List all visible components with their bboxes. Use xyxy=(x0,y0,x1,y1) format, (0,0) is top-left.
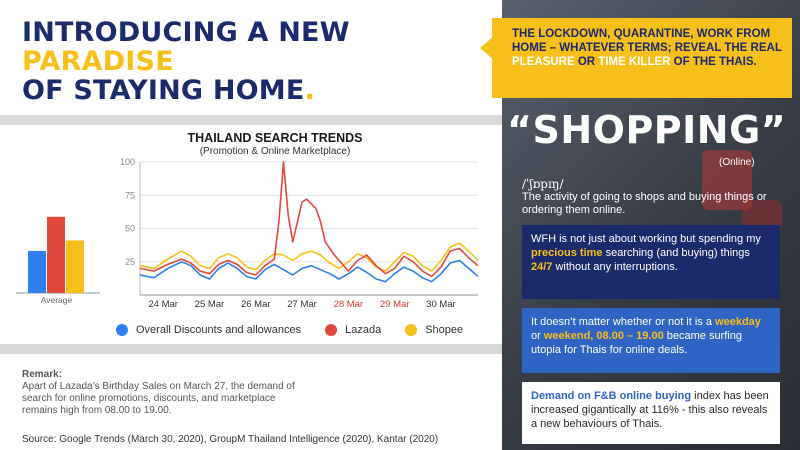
x-tick-label: 27 Mar xyxy=(287,299,317,310)
headline-line3: OF STAYING HOME. xyxy=(22,76,350,105)
headline: INTRODUCING A NEW PARADISE OF STAYING HO… xyxy=(22,18,350,105)
definition-text: The activity of going to shops and buyin… xyxy=(522,191,767,216)
x-tick-label: 24 Mar xyxy=(148,299,178,310)
legend-label-lazada: Lazada xyxy=(345,324,382,336)
weekday-text-2: or xyxy=(531,330,544,342)
y-tick-label: 100 xyxy=(120,157,135,167)
y-tick-label: 75 xyxy=(125,190,135,200)
weekday-text-3: became surfing utopia for Thais for onli… xyxy=(531,330,742,356)
average-bar-chart: Average xyxy=(16,216,100,305)
callout-text-3: OF THE THAIS. xyxy=(670,56,757,68)
y-tick-label: 50 xyxy=(125,224,135,234)
remark-title: Remark: xyxy=(22,369,63,380)
wfh-highlight-1: precious time xyxy=(531,247,603,259)
wfh-text-2: searching (and buying) things xyxy=(602,247,750,259)
legend-dot-lazada xyxy=(325,324,338,336)
callout-text: THE LOCKDOWN, QUARANTINE, WORK FROM HOME… xyxy=(512,27,782,69)
wfh-highlight-2: 24/7 xyxy=(531,261,553,273)
phonetic: /ˈʃɒpɪŋ/ xyxy=(522,177,564,191)
average-bar xyxy=(66,240,84,293)
weekday-highlight-1: weekday xyxy=(715,316,761,328)
headline-dot: . xyxy=(304,75,315,106)
fnb-box: Demand on F&B online buying index has be… xyxy=(522,382,780,444)
average-bar xyxy=(28,250,46,293)
trends-chart: Average 25 50 75 100 24 Mar 25 Mar 26 Mar 27 Ma… xyxy=(16,157,479,310)
source-note: Source: Google Trends (March 30, 2020), … xyxy=(22,434,439,445)
chart-axes: 25 50 75 100 24 Mar 25 Mar 26 Mar 27 Mar 28 Mar 2… xyxy=(120,157,478,310)
headline-line3-text: OF STAYING HOME xyxy=(22,75,305,106)
bottom-divider xyxy=(0,344,502,354)
background-accent xyxy=(702,150,752,210)
average-label: Average xyxy=(41,295,73,305)
x-tick-label: 25 Mar xyxy=(195,299,225,310)
chart-legend: Overall Discounts and allowances Lazada … xyxy=(116,324,487,336)
chart-title: THAILAND SEARCH TRENDS xyxy=(187,131,363,145)
online-tag: (Online) xyxy=(719,157,755,168)
shopping-heading: “SHOPPING” xyxy=(507,108,787,152)
fnb-text: index has been increased gigantically at… xyxy=(531,390,769,430)
legend-dot-discounts xyxy=(116,324,128,336)
chart-lines xyxy=(139,161,479,283)
callout-arrow xyxy=(480,36,494,60)
weekday-box: It doesn’t matter whether or not it is a… xyxy=(522,308,780,373)
wfh-text-1: WFH is not just about working but spendi… xyxy=(531,233,761,245)
legend-item-shopee: Shopee xyxy=(405,324,463,336)
headline-line2: PARADISE xyxy=(22,46,174,77)
fnb-highlight: Demand on F&B online buying xyxy=(531,390,692,402)
callout-text-2: OR xyxy=(574,56,599,68)
average-bar xyxy=(47,216,65,293)
top-divider xyxy=(0,115,502,125)
legend-dot-shopee xyxy=(405,324,418,336)
legend-label-discounts: Overall Discounts and allowances xyxy=(136,324,302,336)
chart-subtitle: (Promotion & Online Marketplace) xyxy=(199,146,351,157)
x-tick-label: 28 Mar xyxy=(334,299,364,310)
legend-item-lazada: Lazada xyxy=(325,324,381,336)
weekday-highlight-2: weekend, 08.00 – 19.00 xyxy=(543,330,664,342)
lazada-line xyxy=(139,161,479,278)
weekday-text-1: It doesn’t matter whether or not it is a xyxy=(531,316,716,328)
callout-box xyxy=(492,18,792,98)
remark-body: Apart of Lazada’s Birthday Sales on Marc… xyxy=(22,381,295,416)
callout-highlight-pleasure: PLEASURE xyxy=(512,56,575,68)
wfh-text-3: without any interruptions. xyxy=(552,261,678,273)
callout-text-1: THE LOCKDOWN, QUARANTINE, WORK FROM HOME… xyxy=(512,28,782,54)
headline-line1: INTRODUCING A NEW xyxy=(22,17,350,48)
x-tick-label: 29 Mar xyxy=(380,299,410,310)
legend-item-discounts: Overall Discounts and allowances xyxy=(116,324,301,336)
x-tick-label: 30 Mar xyxy=(426,299,456,310)
discounts-line xyxy=(139,259,479,283)
wfh-box: WFH is not just about working but spendi… xyxy=(522,225,780,299)
y-tick-label: 25 xyxy=(125,257,135,267)
callout-highlight-time-killer: TIME KILLER xyxy=(598,56,671,68)
left-panel: INTRODUCING A NEW PARADISE OF STAYING HO… xyxy=(22,18,350,105)
shopee-line xyxy=(139,242,479,272)
x-tick-label: 26 Mar xyxy=(241,299,271,310)
legend-label-shopee: Shopee xyxy=(425,324,464,336)
